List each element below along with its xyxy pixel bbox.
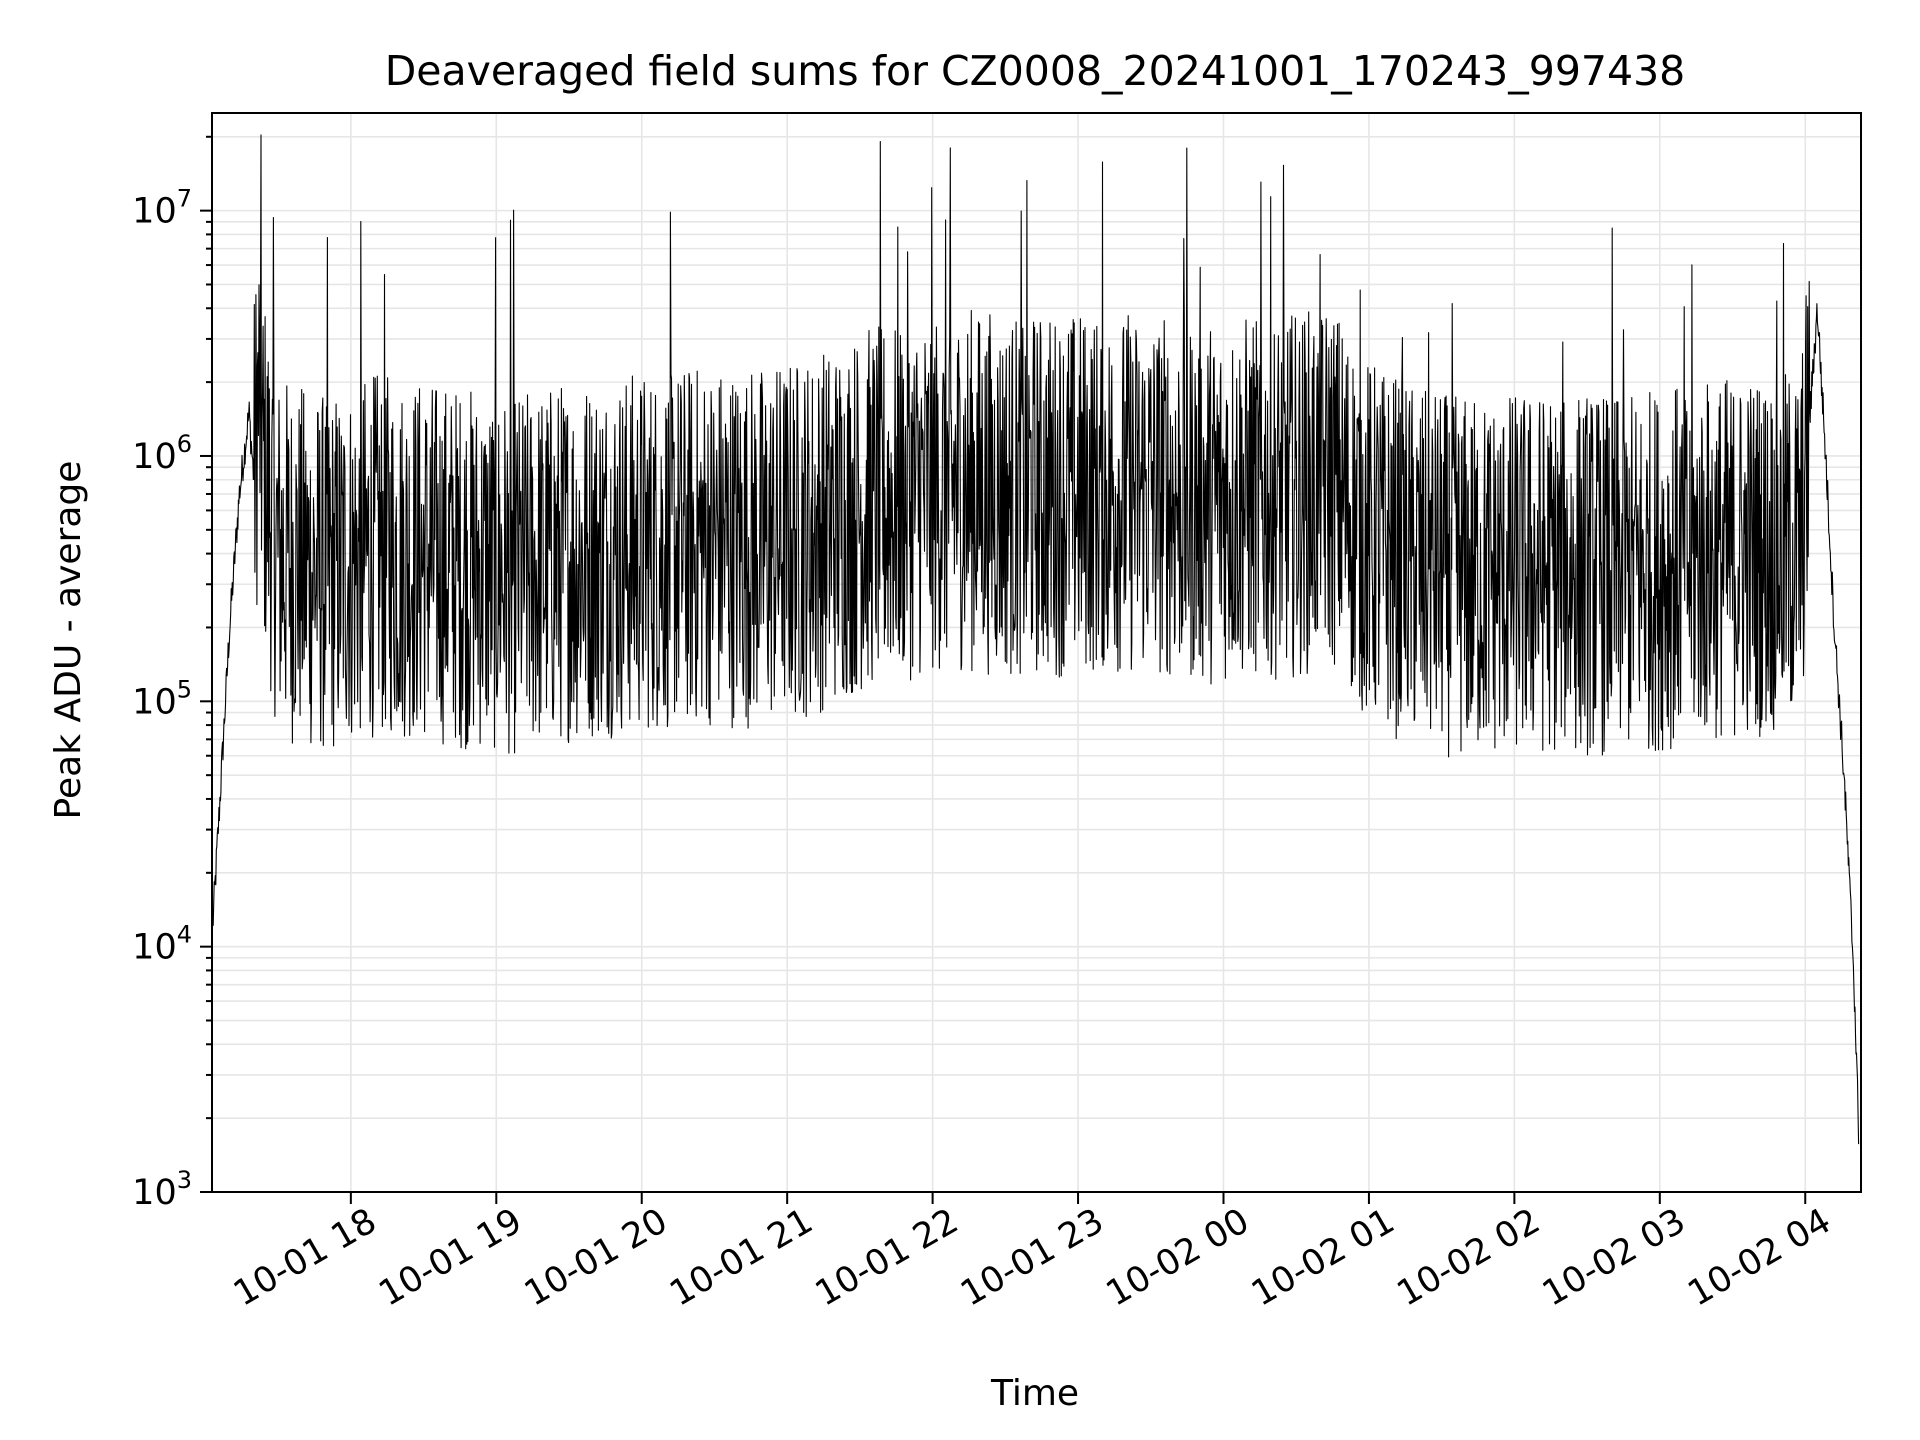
y-tick-label: 105: [132, 675, 192, 722]
x-axis-label: Time: [990, 1373, 1079, 1414]
chart-title: Deaveraged field sums for CZ0008_2024100…: [385, 47, 1686, 95]
y-tick-label: 107: [132, 185, 192, 232]
y-tick-label: 104: [132, 921, 192, 968]
series-layer: [212, 134, 1860, 1145]
y-tick-label: 106: [132, 430, 192, 477]
y-axis-label: Peak ADU - average: [48, 461, 89, 820]
y-tick-label: 103: [132, 1166, 192, 1213]
series-line: [212, 134, 1860, 1145]
y-axis-ticks: 103 104 105 106 107: [132, 135, 212, 1213]
axes-frame: [211, 112, 1862, 1193]
